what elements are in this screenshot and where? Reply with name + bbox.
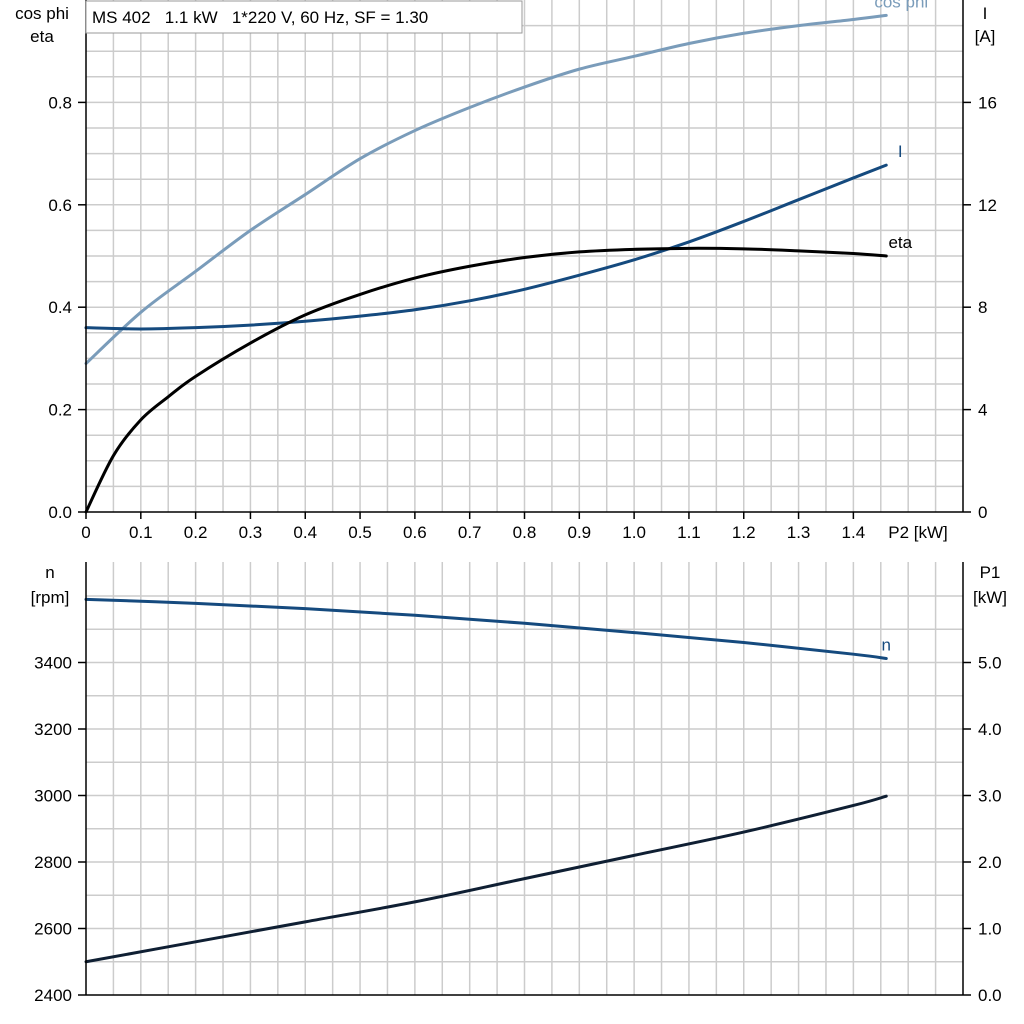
y-right-tick-label: 2.0 xyxy=(978,853,1002,872)
y-left-axis-label: eta xyxy=(30,27,54,46)
series-line-cos-phi xyxy=(84,13,888,366)
series-line-eta xyxy=(84,246,888,514)
y-right-tick-label: 4 xyxy=(978,401,987,420)
top-chart-frame xyxy=(78,0,971,519)
series-label-i: I xyxy=(898,142,903,161)
x-tick-label: 0.2 xyxy=(184,523,208,542)
y-left-tick-label: 0.4 xyxy=(48,298,72,317)
y-right-tick-label: 4.0 xyxy=(978,720,1002,739)
x-tick-label: 0.3 xyxy=(239,523,263,542)
chart-labels: 0.0 0.2 0.4 0.6 0.8 0 4 8 12 16 0 0.1 0.2 0.3 0.4 0.5 0.… xyxy=(15,0,1007,1005)
x-tick-label: 1.2 xyxy=(732,523,756,542)
series-label-n: n xyxy=(882,636,891,655)
y-left-tick-label: 0.6 xyxy=(48,196,72,215)
y-left-axis-label: [rpm] xyxy=(31,588,70,607)
y-right-tick-label: 16 xyxy=(978,93,997,112)
series-label-cos-phi: cos phi xyxy=(874,0,928,11)
y-left-tick-label: 2600 xyxy=(34,920,72,939)
x-tick-label: 1.4 xyxy=(842,523,866,542)
series-line-p1 xyxy=(84,794,888,964)
y-left-tick-label: 0.8 xyxy=(48,93,72,112)
y-right-axis-label: [A] xyxy=(975,27,996,46)
y-left-axis-label: cos phi xyxy=(15,4,69,23)
x-tick-label: 0.6 xyxy=(403,523,427,542)
y-left-tick-label: 3200 xyxy=(34,720,72,739)
bottom-chart-grid xyxy=(86,562,963,995)
x-tick-label: 0.7 xyxy=(458,523,482,542)
y-left-tick-label: 0.0 xyxy=(48,503,72,522)
title-box: MS 402 1.1 kW 1*220 V, 60 Hz, SF = 1.30 xyxy=(85,0,523,34)
x-tick-label: 0.8 xyxy=(513,523,537,542)
y-right-axis-label: I xyxy=(983,4,988,23)
y-right-tick-label: 3.0 xyxy=(978,787,1002,806)
y-left-tick-label: 2800 xyxy=(34,853,72,872)
y-left-tick-label: 2400 xyxy=(34,986,72,1005)
y-right-axis-label: P1 xyxy=(980,563,1001,582)
top-chart-grid xyxy=(86,0,963,512)
y-left-tick-label: 0.2 xyxy=(48,401,72,420)
y-right-axis-label: [kW] xyxy=(973,588,1007,607)
x-tick-label: 0.1 xyxy=(129,523,153,542)
x-tick-label: 0 xyxy=(81,523,90,542)
y-right-tick-label: 8 xyxy=(978,298,987,317)
x-tick-label: 0.9 xyxy=(567,523,591,542)
y-left-tick-label: 3000 xyxy=(34,787,72,806)
chart-title: MS 402 1.1 kW 1*220 V, 60 Hz, SF = 1.30 xyxy=(92,8,428,27)
x-tick-label: 0.5 xyxy=(348,523,372,542)
series-label-eta: eta xyxy=(888,233,912,252)
y-left-axis-label: n xyxy=(45,563,54,582)
y-right-tick-label: 0 xyxy=(978,503,987,522)
x-tick-label: 1.1 xyxy=(677,523,701,542)
series-line-i xyxy=(84,163,888,331)
bottom-chart-series xyxy=(84,597,888,964)
series-line-n xyxy=(84,597,888,661)
bottom-chart-frame xyxy=(78,562,971,996)
y-right-tick-label: 1.0 xyxy=(978,920,1002,939)
x-tick-label: 1.0 xyxy=(622,523,646,542)
y-right-tick-label: 12 xyxy=(978,196,997,215)
y-right-tick-label: 0.0 xyxy=(978,986,1002,1005)
x-tick-label: 1.3 xyxy=(787,523,811,542)
x-tick-label: 0.4 xyxy=(293,523,317,542)
y-left-tick-label: 3400 xyxy=(34,654,72,673)
y-right-tick-label: 5.0 xyxy=(978,654,1002,673)
x-axis-label: P2 [kW] xyxy=(888,523,948,542)
top-chart-series xyxy=(84,13,888,514)
